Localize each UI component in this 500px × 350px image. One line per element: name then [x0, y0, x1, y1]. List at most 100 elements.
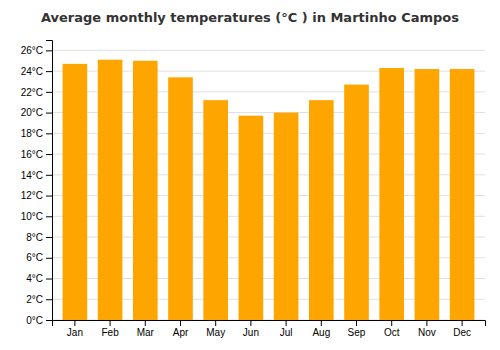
bar [379, 68, 404, 320]
bar [63, 64, 88, 320]
bars [63, 60, 475, 320]
x-tick-label: Oct [384, 327, 400, 338]
x-tick-label: Mar [137, 327, 155, 338]
x-tick-label: May [206, 327, 225, 338]
bar [415, 69, 440, 320]
x-tick-label: Dec [453, 327, 471, 338]
y-tick-label: 16°C [21, 149, 43, 160]
x-tick-label: Feb [101, 327, 119, 338]
x-tick: Apr [173, 320, 189, 338]
x-tick-mark [145, 320, 146, 326]
x-tick-mark [215, 320, 216, 326]
x-tick-mark [74, 320, 75, 326]
y-tick: 6°C [26, 252, 52, 263]
x-tick-mark [286, 320, 287, 326]
y-tick-mark [46, 175, 52, 176]
x-tick: Sep [348, 320, 366, 338]
y-axis: 0°C 2°C 4°C 6°C 8°C 10°C 12°C 14°C 16°C 18°C 20°C 2… [21, 41, 53, 326]
y-tick-label: 0°C [26, 315, 43, 326]
y-tick-label: 22°C [21, 87, 43, 98]
y-tick-label: 8°C [26, 232, 43, 243]
x-tick-label: Apr [173, 327, 189, 338]
y-tick: 10°C [21, 211, 52, 222]
y-tick-mark [46, 133, 52, 134]
y-tick-mark [46, 50, 52, 51]
x-tick: Jul [280, 320, 293, 338]
x-tick-label: Jun [243, 327, 259, 338]
x-tick: Jun [243, 320, 259, 338]
x-tick: May [206, 320, 225, 338]
x-tick-mark [356, 320, 357, 326]
y-tick-label: 4°C [26, 273, 43, 284]
y-tick-label: 18°C [21, 128, 43, 139]
y-tick-mark [46, 299, 52, 300]
y-tick: 18°C [21, 128, 52, 139]
y-tick: 2°C [26, 294, 52, 305]
bar [203, 100, 228, 320]
x-tick: Jan [67, 320, 83, 338]
y-tick-mark [46, 279, 52, 280]
x-tick-label: Aug [312, 327, 330, 338]
title: Average monthly temperatures (°C ) in Ma… [41, 10, 459, 25]
y-tick-label: 20°C [21, 107, 43, 118]
grid [52, 50, 485, 320]
x-tick: Oct [384, 320, 400, 338]
y-tick-mark [46, 320, 52, 321]
bar [274, 113, 299, 320]
x-tick-mark [426, 320, 427, 326]
y-tick: 24°C [21, 66, 52, 77]
y-tick: 22°C [21, 87, 52, 98]
x-tick: Aug [312, 320, 330, 338]
plot-area: Jan Feb Mar Apr May Jun Jul Aug Sep Oct Nov Dec 0°C 2… [21, 41, 486, 339]
y-tick-mark [46, 196, 52, 197]
chart: Jan Feb Mar Apr May Jun Jul Aug Sep Oct Nov Dec 0°C 2… [0, 0, 500, 350]
x-tick: Dec [453, 320, 471, 338]
y-tick-mark [46, 258, 52, 259]
bar [450, 69, 475, 320]
x-tick: Mar [137, 320, 155, 338]
x-tick-mark [110, 320, 111, 326]
y-tick: 16°C [21, 149, 52, 160]
y-tick-label: 2°C [26, 294, 43, 305]
x-tick-mark [391, 320, 392, 326]
x-axis-line [53, 321, 486, 327]
y-axis-line [46, 41, 53, 321]
y-tick: 20°C [21, 107, 52, 118]
x-tick-mark [250, 320, 251, 326]
y-tick-label: 10°C [21, 211, 43, 222]
y-tick-label: 6°C [26, 252, 43, 263]
bar [344, 85, 369, 320]
y-tick-mark [46, 237, 52, 238]
y-tick: 26°C [21, 45, 52, 56]
x-tick-mark [321, 320, 322, 326]
y-tick-mark [46, 92, 52, 93]
bar [239, 116, 264, 320]
y-tick: 0°C [26, 315, 52, 326]
x-tick-label: Sep [348, 327, 366, 338]
bar [98, 60, 123, 320]
bar [309, 100, 334, 320]
y-tick-mark [46, 71, 52, 72]
y-tick: 14°C [21, 170, 52, 181]
x-tick: Feb [101, 320, 119, 338]
x-tick-label: Jul [280, 327, 293, 338]
x-axis: Jan Feb Mar Apr May Jun Jul Aug Sep Oct Nov Dec [53, 320, 486, 338]
y-tick-mark [46, 216, 52, 217]
y-tick: 8°C [26, 232, 52, 243]
x-tick-label: Jan [67, 327, 83, 338]
x-tick: Nov [418, 320, 436, 338]
y-tick-label: 24°C [21, 66, 43, 77]
y-tick-label: 12°C [21, 190, 43, 201]
grid-line [52, 50, 485, 51]
y-tick-label: 14°C [21, 170, 43, 181]
bar [133, 61, 158, 320]
bar [168, 77, 193, 320]
x-tick-mark [462, 320, 463, 326]
y-tick-label: 26°C [21, 45, 43, 56]
y-tick: 4°C [26, 273, 52, 284]
y-tick-mark [46, 154, 52, 155]
y-tick-mark [46, 113, 52, 114]
x-tick-mark [180, 320, 181, 326]
x-tick-label: Nov [418, 327, 436, 338]
y-tick: 12°C [21, 190, 52, 201]
